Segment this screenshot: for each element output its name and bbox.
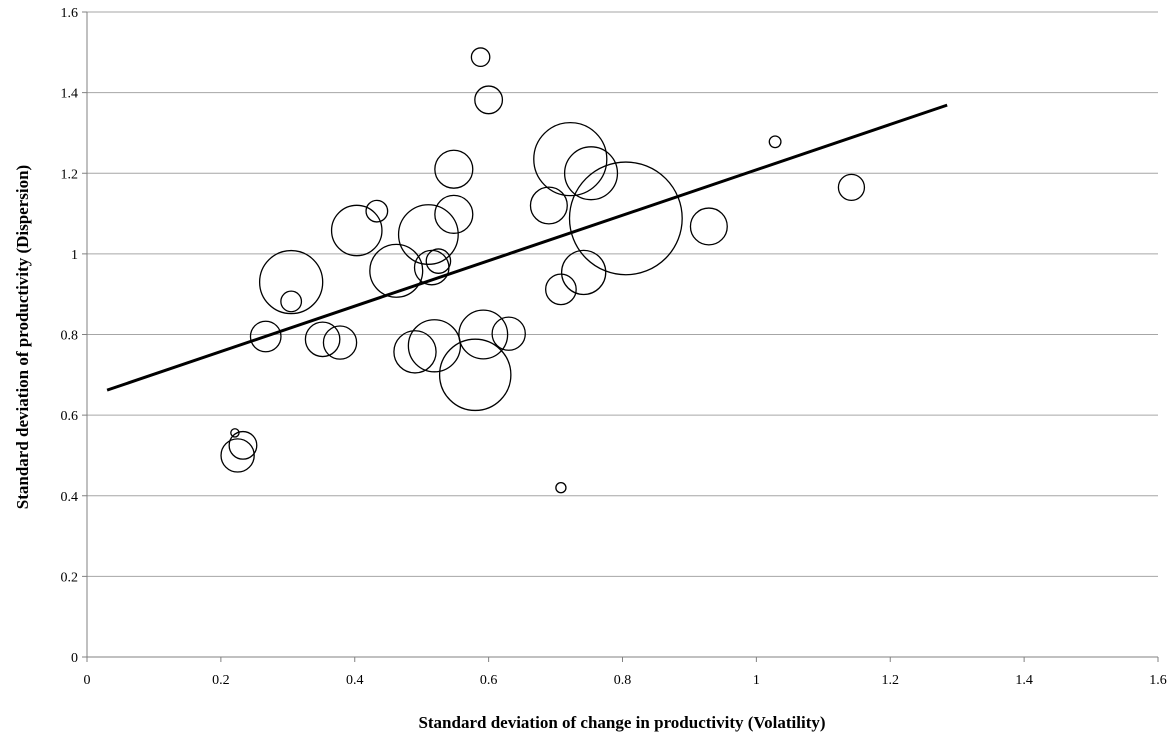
bubble-point xyxy=(230,428,240,438)
bubbles xyxy=(220,47,866,494)
y-tick-label: 0.2 xyxy=(61,570,79,585)
bubble-point xyxy=(365,199,389,223)
x-tick-label: 0 xyxy=(84,673,91,688)
bubble-point xyxy=(397,204,459,265)
bubble-point xyxy=(474,85,504,115)
bubble-point xyxy=(228,430,258,460)
x-tick-label: 0.4 xyxy=(346,673,364,688)
bubble-point xyxy=(529,186,568,225)
bubble-point xyxy=(438,338,512,412)
x-tick-label: 0.2 xyxy=(212,673,230,688)
x-tick-label: 0.8 xyxy=(614,673,632,688)
x-tick-label: 0.6 xyxy=(480,673,498,688)
x-tick-label: 1.4 xyxy=(1015,673,1033,688)
bubble-point xyxy=(330,204,383,257)
axes xyxy=(82,11,1159,662)
bubble-point xyxy=(768,135,782,149)
bubble-point xyxy=(434,194,474,234)
bubble-point xyxy=(545,273,577,306)
bubble-point xyxy=(280,290,303,313)
bubble-point xyxy=(470,47,491,68)
y-tick-label: 0 xyxy=(71,651,78,666)
y-tick-label: 1 xyxy=(71,248,78,263)
gridlines xyxy=(87,11,1158,577)
bubble-point xyxy=(304,321,341,358)
bubble-point xyxy=(563,146,619,201)
bubble-point xyxy=(407,319,462,373)
bubble-point xyxy=(555,481,567,494)
bubble-point xyxy=(689,207,728,246)
bubble-point xyxy=(425,248,452,274)
trendline-group xyxy=(106,103,948,392)
x-tick-label: 1.6 xyxy=(1149,673,1167,688)
y-axis-title: Standard deviation of productivity (Disp… xyxy=(13,165,32,509)
bubble-point xyxy=(458,309,509,360)
y-tick-label: 1.6 xyxy=(61,6,79,21)
bubble-point xyxy=(568,161,683,276)
bubble-point xyxy=(322,325,358,360)
x-tick-label: 1.2 xyxy=(882,673,900,688)
bubble-point xyxy=(369,243,424,298)
bubble-point xyxy=(220,438,255,473)
bubble-point xyxy=(533,121,608,197)
bubble-point xyxy=(491,316,526,351)
y-tick-label: 1.2 xyxy=(61,167,79,182)
tick-labels: 0 0.2 0.4 0.6 0.8 1 1.2 1.4 1.6 0 0.2 0.4 0.6 0.8 1 1.2… xyxy=(61,6,1167,688)
bubble-point xyxy=(413,249,450,286)
y-tick-label: 1.4 xyxy=(61,87,79,102)
y-tick-label: 0.6 xyxy=(61,409,79,424)
x-axis-title: Standard deviation of change in producti… xyxy=(418,713,825,732)
bubble-point xyxy=(560,249,607,296)
y-tick-label: 0.4 xyxy=(61,490,79,505)
x-tick-label: 1 xyxy=(753,673,760,688)
bubble-point xyxy=(393,330,437,374)
bubble-point xyxy=(434,149,474,189)
y-tick-label: 0.8 xyxy=(61,329,79,344)
bubble-point xyxy=(258,249,324,315)
trendline xyxy=(106,103,948,392)
bubble-point xyxy=(249,320,282,353)
bubble-point xyxy=(837,173,866,202)
